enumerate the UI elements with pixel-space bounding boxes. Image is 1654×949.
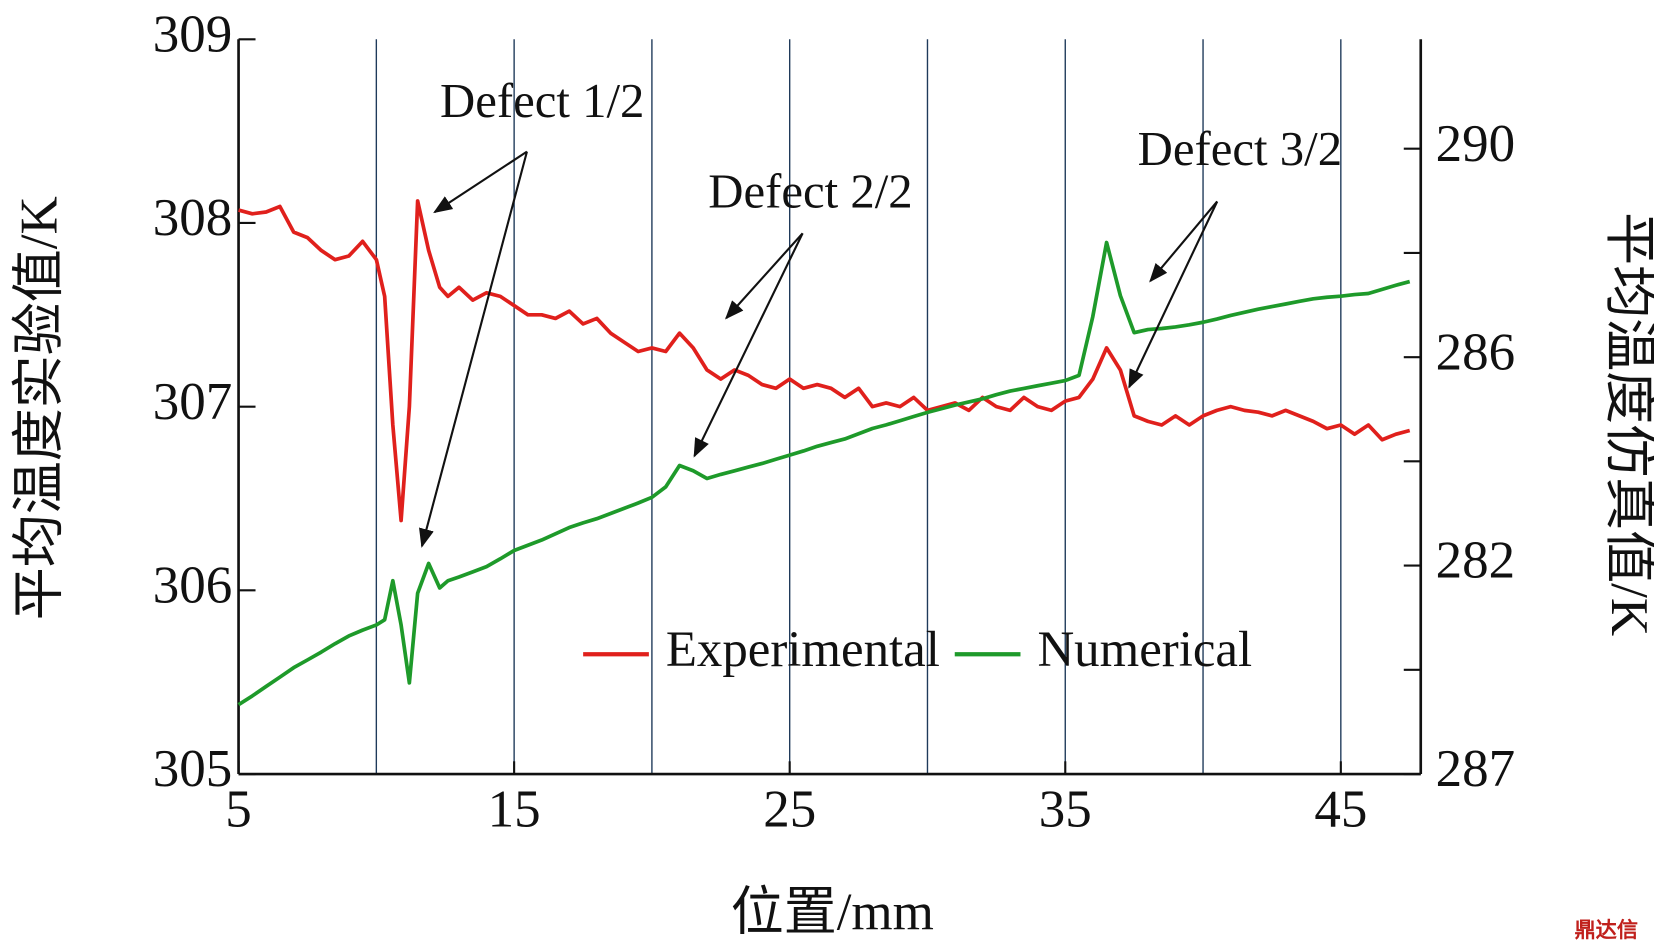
y2-axis-label: 平均温度仿真值/K: [1600, 212, 1654, 636]
annotation: Defect 3/2: [1138, 122, 1342, 176]
x-tick-label: 25: [763, 780, 816, 838]
y2-tick-label: 286: [1436, 323, 1516, 381]
y-axis-label: 平均温度实验值/K: [11, 196, 69, 620]
annotation-arrow: [1149, 200, 1218, 283]
watermark: 鼎达信: [1574, 917, 1638, 942]
y-tick-label: 306: [153, 557, 233, 615]
annotation-arrow: [1128, 201, 1219, 389]
legend-label: Experimental: [666, 622, 940, 678]
x-axis-label: 位置/mm: [731, 883, 934, 941]
x-tick-label: 35: [1039, 780, 1092, 838]
y-tick-label: 309: [153, 5, 233, 63]
annotation-arrow: [693, 232, 804, 458]
series-line: [237, 240, 1411, 707]
y2-tick-label: 287: [1436, 740, 1516, 798]
x-tick-label: 5: [225, 780, 252, 838]
y-tick-label: 305: [153, 740, 233, 798]
y-tick-label: 307: [153, 373, 233, 431]
annotation-arrow: [419, 151, 528, 548]
x-tick-label: 45: [1314, 780, 1367, 838]
y2-tick-label: 282: [1436, 532, 1516, 590]
annotation-arrow: [433, 150, 528, 214]
y2-tick-label: 290: [1436, 115, 1516, 173]
annotation-arrow: [724, 232, 804, 320]
legend-label: Numerical: [1037, 622, 1252, 678]
x-tick-label: 15: [488, 780, 541, 838]
y-tick-label: 308: [153, 189, 233, 247]
annotation: Defect 1/2: [440, 74, 644, 128]
series-line: [238, 199, 1411, 523]
annotation: Defect 2/2: [708, 164, 912, 218]
